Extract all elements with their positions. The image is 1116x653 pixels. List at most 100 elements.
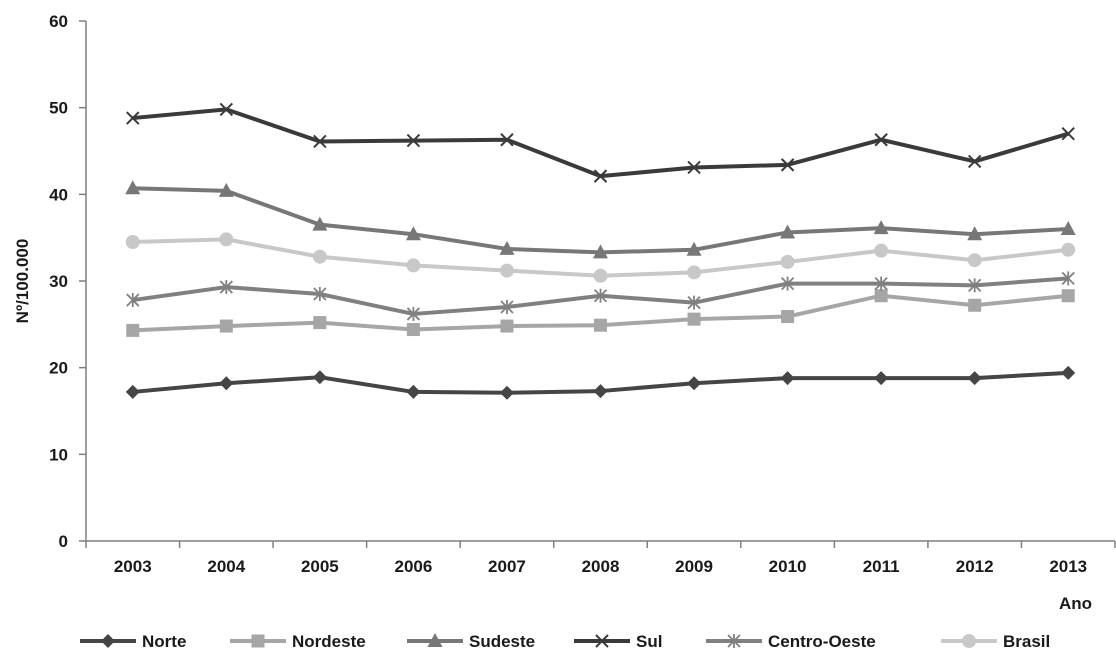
data-point-brasil: [406, 258, 421, 273]
legend-item-sul: Sul: [574, 632, 662, 651]
data-point-sul: [126, 111, 140, 125]
legend-item-sudeste: Sudeste: [407, 632, 535, 651]
data-point-centro-oeste: [687, 295, 701, 310]
data-point-sudeste: [312, 216, 328, 231]
legend-label: Centro-Oeste: [768, 632, 876, 651]
data-point-centro-oeste: [219, 280, 233, 295]
data-point-centro-oeste: [780, 276, 795, 291]
x-tick-label: 2008: [582, 557, 620, 576]
legend-swatch-marker: [101, 634, 115, 648]
x-tick-label: 2012: [956, 557, 994, 576]
legend-swatch-marker: [727, 634, 741, 648]
data-point-sudeste: [405, 226, 421, 241]
data-point-sudeste: [218, 182, 234, 197]
legend-swatch-marker: [427, 633, 443, 647]
data-point-sul: [313, 134, 327, 149]
data-point-centro-oeste: [313, 287, 327, 301]
x-tick-label: 2011: [863, 557, 900, 576]
y-tick-label: 20: [49, 359, 68, 378]
series-nordeste: [126, 289, 1075, 337]
data-point-centro-oeste: [968, 278, 982, 293]
data-point-brasil: [780, 254, 795, 269]
data-point-norte: [125, 384, 140, 399]
data-point-brasil: [687, 265, 702, 280]
x-tick-label: 2005: [301, 557, 339, 576]
series-group: [125, 102, 1076, 400]
data-point-norte: [406, 384, 421, 399]
legend-label: Nordeste: [292, 632, 366, 651]
series-line-sudeste: [132, 186, 1069, 255]
data-point-sudeste: [967, 226, 983, 241]
data-point-norte: [312, 370, 327, 385]
data-point-brasil: [874, 243, 889, 258]
data-point-sudeste: [593, 244, 608, 259]
data-point-nordeste: [874, 289, 888, 303]
series-sudeste: [125, 180, 1076, 259]
y-tick-label: 60: [49, 12, 68, 31]
data-point-nordeste: [687, 312, 701, 326]
data-point-centro-oeste: [593, 288, 608, 303]
legend-swatch-marker: [595, 634, 609, 648]
data-point-nordeste: [968, 298, 982, 312]
legend-label: Sul: [636, 632, 662, 651]
data-point-brasil: [499, 263, 514, 278]
data-point-norte: [499, 385, 514, 400]
data-point-sudeste: [125, 180, 141, 195]
data-point-centro-oeste: [874, 276, 888, 291]
legend-label: Brasil: [1003, 632, 1050, 651]
legend-item-centro-oeste: Centro-Oeste: [706, 632, 876, 651]
data-point-brasil: [219, 232, 234, 247]
data-point-norte: [967, 371, 982, 386]
data-point-nordeste: [500, 319, 514, 333]
x-tick-label: 2013: [1049, 557, 1087, 576]
data-point-norte: [874, 371, 889, 386]
y-axis-title: Nº/100.000: [13, 239, 32, 324]
data-point-centro-oeste: [1061, 271, 1075, 286]
data-point-sul: [967, 154, 982, 169]
data-point-nordeste: [781, 310, 795, 324]
data-point-brasil: [1061, 242, 1076, 257]
legend-label: Sudeste: [469, 632, 535, 651]
data-point-brasil: [125, 235, 140, 249]
data-point-norte: [1061, 365, 1076, 380]
data-point-sul: [1061, 126, 1075, 141]
data-point-sul: [687, 160, 701, 175]
x-axis-title: Ano: [1059, 594, 1092, 613]
data-point-sul: [500, 133, 514, 147]
y-tick-label: 10: [49, 445, 68, 464]
x-tick-label: 2003: [114, 557, 152, 576]
data-point-sul: [406, 133, 421, 148]
data-point-nordeste: [594, 318, 607, 332]
legend-swatch-marker: [962, 634, 976, 648]
y-tick-label: 50: [49, 99, 68, 118]
y-tick-label: 40: [49, 185, 68, 204]
y-tick-label: 0: [59, 532, 68, 551]
data-point-nordeste: [1061, 289, 1075, 303]
data-point-sudeste: [499, 240, 515, 255]
data-point-nordeste: [219, 319, 233, 333]
data-point-sul: [780, 158, 795, 172]
data-point-norte: [219, 376, 234, 391]
legend-swatch-marker: [251, 634, 265, 648]
axes: 0 10 20 30 40 50 60 2003 2004 2005 2006 2007 2008 200…: [13, 12, 1116, 613]
series-centro-oeste: [126, 271, 1075, 321]
data-point-sudeste: [1060, 221, 1076, 235]
data-point-brasil: [593, 268, 608, 283]
legend-item-brasil: Brasil: [941, 632, 1050, 651]
x-tick-label: 2006: [394, 557, 432, 576]
series-sul: [126, 102, 1075, 183]
data-point-norte: [593, 384, 608, 399]
legend-item-nordeste: Nordeste: [230, 632, 366, 651]
x-tick-label: 2010: [769, 557, 807, 576]
series-brasil: [125, 232, 1076, 283]
y-tick-label: 30: [49, 272, 68, 291]
series-line-sul: [132, 107, 1069, 179]
data-point-brasil: [312, 249, 327, 264]
data-point-nordeste: [126, 323, 140, 337]
data-point-norte: [687, 376, 702, 391]
data-point-brasil: [967, 253, 982, 268]
x-tick-label: 2007: [488, 557, 526, 576]
data-point-sul: [219, 102, 234, 117]
